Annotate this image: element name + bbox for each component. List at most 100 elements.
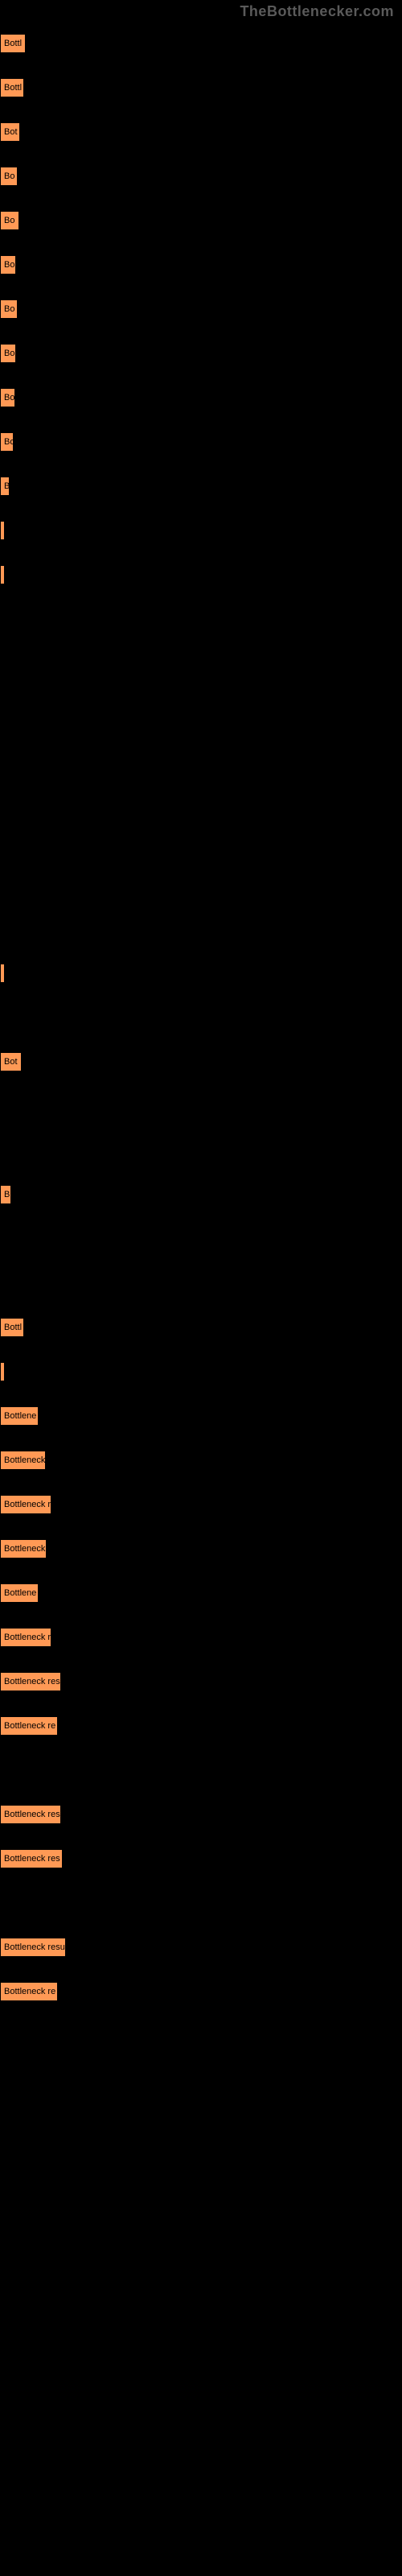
chart-row: Bottleneck r — [0, 1615, 402, 1659]
chart-bar: Bottl — [0, 78, 24, 97]
chart-row: Bo — [0, 331, 402, 375]
bar-label: Bottlene — [4, 1411, 36, 1421]
chart-row: Bottleneck resu — [0, 1925, 402, 1969]
chart-row: Bottleneck re — [0, 1969, 402, 2013]
chart-row: Bottleneck — [0, 1526, 402, 1571]
bar-label: Bo — [4, 260, 14, 270]
bar-label: Bottleneck — [4, 1544, 45, 1554]
chart-row: Bottleneck — [0, 1438, 402, 1482]
chart-row — [0, 818, 402, 862]
chart-bar — [0, 964, 5, 983]
bar-label: Bottlene — [4, 1588, 36, 1598]
bar-chart: Bottl Bottl Bot Bo Bo Bo Bo Bo Bo Bo B Bot B Bottl Bot… — [0, 21, 402, 2013]
chart-row — [0, 685, 402, 729]
chart-row: Bottlene — [0, 1571, 402, 1615]
bar-label: B — [4, 1190, 10, 1199]
chart-bar: Bo — [0, 344, 16, 363]
bar-label: Bo — [4, 171, 14, 181]
chart-bar: Bottlene — [0, 1406, 39, 1426]
chart-bar: Bottlene — [0, 1583, 39, 1603]
chart-row — [0, 1084, 402, 1128]
bar-label: Bottleneck re — [4, 1721, 55, 1731]
chart-row: Bottleneck res — [0, 1792, 402, 1836]
chart-bar: Bottleneck r — [0, 1495, 51, 1514]
chart-bar: Bo — [0, 167, 18, 186]
chart-row — [0, 641, 402, 685]
chart-row: Bottleneck r — [0, 1482, 402, 1526]
bar-label: Bo — [4, 393, 14, 402]
chart-bar: Bottleneck res — [0, 1849, 63, 1868]
chart-row: Bottleneck re — [0, 1703, 402, 1748]
chart-row: Bot — [0, 109, 402, 154]
chart-bar: Bottleneck — [0, 1451, 46, 1470]
chart-row: Bottl — [0, 1305, 402, 1349]
chart-bar: Bottleneck — [0, 1539, 47, 1558]
chart-bar: Bo — [0, 255, 16, 275]
chart-row — [0, 1880, 402, 1925]
chart-bar: Bottl — [0, 1318, 24, 1337]
chart-bar: Bo — [0, 432, 14, 452]
chart-row: B — [0, 1172, 402, 1216]
chart-row — [0, 951, 402, 995]
bar-label: Bo — [4, 437, 14, 447]
chart-bar: Bottleneck res — [0, 1672, 61, 1691]
bar-label: Bo — [4, 304, 14, 314]
bar-label: Bot — [4, 127, 18, 137]
chart-bar: Bottleneck resu — [0, 1938, 66, 1957]
bar-label: Bottleneck r — [4, 1500, 51, 1509]
chart-row: Bottlene — [0, 1393, 402, 1438]
chart-row: Bo — [0, 242, 402, 287]
chart-bar: B — [0, 477, 10, 496]
chart-row — [0, 1349, 402, 1393]
watermark-text: TheBottlenecker.com — [240, 3, 394, 20]
chart-row — [0, 552, 402, 597]
chart-row — [0, 862, 402, 906]
chart-bar: Bo — [0, 299, 18, 319]
chart-bar: Bot — [0, 122, 20, 142]
bar-label: Bo — [4, 216, 14, 225]
chart-row — [0, 1261, 402, 1305]
chart-row — [0, 1216, 402, 1261]
chart-row — [0, 597, 402, 641]
bar-label: B — [4, 481, 10, 491]
chart-row — [0, 906, 402, 951]
chart-bar: Bottleneck re — [0, 1982, 58, 2001]
bar-label: Bottleneck res — [4, 1677, 60, 1686]
chart-row: Bo — [0, 287, 402, 331]
chart-bar: Bot — [0, 1052, 22, 1071]
chart-bar — [0, 565, 5, 584]
chart-bar: B — [0, 1185, 11, 1204]
bar-label: Bottleneck re — [4, 1987, 55, 1996]
chart-row: Bo — [0, 419, 402, 464]
chart-bar — [0, 521, 5, 540]
chart-row: Bot — [0, 1039, 402, 1084]
bar-label: Bottleneck res — [4, 1854, 60, 1864]
chart-bar: Bo — [0, 211, 19, 230]
chart-row: Bottl — [0, 65, 402, 109]
chart-bar: Bottl — [0, 34, 26, 53]
chart-row: Bo — [0, 154, 402, 198]
bar-label: Bottl — [4, 39, 22, 48]
bar-label: Bottl — [4, 1323, 22, 1332]
chart-row: Bo — [0, 198, 402, 242]
chart-row: Bottleneck res — [0, 1659, 402, 1703]
chart-bar: Bottleneck res — [0, 1805, 61, 1824]
bar-label: Bottleneck — [4, 1455, 45, 1465]
chart-row — [0, 995, 402, 1039]
bar-label: Bottl — [4, 83, 22, 93]
chart-bar: Bottleneck re — [0, 1716, 58, 1736]
bar-label: Bottleneck r — [4, 1633, 51, 1642]
chart-row — [0, 1128, 402, 1172]
chart-row — [0, 508, 402, 552]
chart-row: Bottleneck res — [0, 1836, 402, 1880]
bar-label: Bo — [4, 349, 14, 358]
chart-bar: Bo — [0, 388, 15, 407]
chart-row — [0, 729, 402, 774]
chart-row — [0, 774, 402, 818]
chart-bar: Bottleneck r — [0, 1628, 51, 1647]
chart-row: B — [0, 464, 402, 508]
chart-row: Bo — [0, 375, 402, 419]
chart-row — [0, 1748, 402, 1792]
chart-row: Bottl — [0, 21, 402, 65]
bar-label: Bot — [4, 1057, 18, 1067]
